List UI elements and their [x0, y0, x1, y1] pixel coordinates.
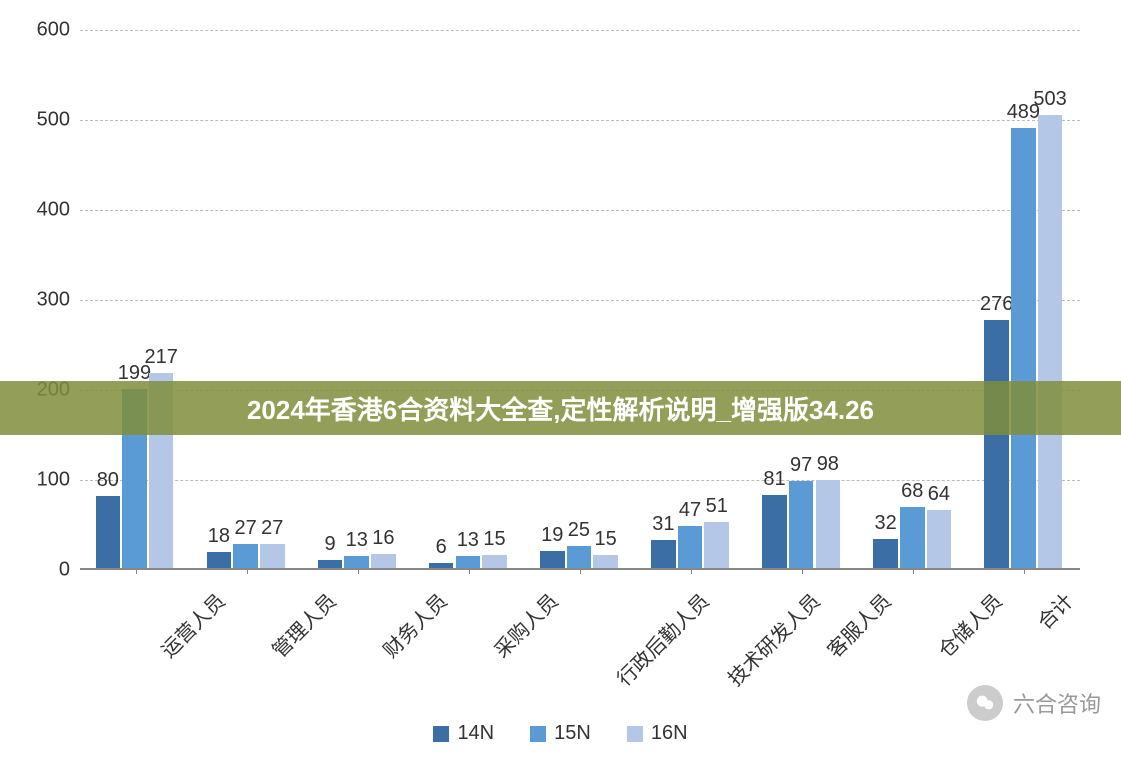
- bar: [927, 510, 952, 568]
- gridline: [80, 120, 1080, 121]
- y-tick-label: 300: [10, 289, 70, 312]
- watermark-text: 六合咨询: [1013, 687, 1101, 719]
- bar-value-label: 16: [372, 527, 394, 550]
- bar: [260, 544, 285, 568]
- x-tick-mark: [469, 568, 470, 574]
- x-tick-mark: [358, 568, 359, 574]
- bar: [593, 555, 618, 569]
- bar-value-label: 9: [324, 533, 335, 556]
- bar-value-label: 15: [594, 528, 616, 551]
- x-category-label: 技术研发人员: [720, 586, 825, 691]
- x-tick-mark: [1024, 568, 1025, 574]
- bar-value-label: 503: [1033, 88, 1066, 111]
- bar: [456, 556, 481, 568]
- bar: [371, 554, 396, 568]
- bar-value-label: 13: [346, 529, 368, 552]
- bar: [96, 496, 121, 568]
- y-tick-label: 500: [10, 109, 70, 132]
- legend-swatch: [627, 726, 643, 742]
- legend-label: 14N: [457, 722, 494, 745]
- bar: [789, 481, 814, 568]
- legend-item: 15N: [530, 722, 591, 745]
- gridline: [80, 210, 1080, 211]
- bar-value-label: 25: [568, 519, 590, 542]
- x-tick-mark: [691, 568, 692, 574]
- bar: [1038, 115, 1063, 568]
- bar: [984, 320, 1009, 568]
- gridline: [80, 30, 1080, 31]
- bar-value-label: 64: [928, 483, 950, 506]
- y-tick-label: 100: [10, 469, 70, 492]
- bar-value-label: 80: [97, 469, 119, 492]
- bar: [651, 540, 676, 568]
- y-tick-label: 600: [10, 19, 70, 42]
- x-tick-mark: [913, 568, 914, 574]
- bar: [1011, 128, 1036, 568]
- bar-value-label: 32: [874, 512, 896, 535]
- x-category-label: 行政后勤人员: [609, 586, 714, 691]
- legend-item: 14N: [433, 722, 494, 745]
- gridline: [80, 300, 1080, 301]
- bar-value-label: 98: [817, 453, 839, 476]
- bar-value-label: 68: [901, 480, 923, 503]
- x-tick-mark: [580, 568, 581, 574]
- plot-area: 010020030040050060080199217运营人员182727管理人…: [80, 30, 1080, 570]
- x-category-label: 管理人员: [264, 586, 341, 663]
- bar-value-label: 47: [679, 499, 701, 522]
- chart-container: 010020030040050060080199217运营人员182727管理人…: [20, 10, 1100, 660]
- legend-label: 15N: [554, 722, 591, 745]
- bar: [873, 539, 898, 568]
- bar-value-label: 19: [541, 524, 563, 547]
- legend-label: 16N: [651, 722, 688, 745]
- bar: [900, 507, 925, 568]
- bar-value-label: 13: [457, 529, 479, 552]
- bar-value-label: 27: [261, 517, 283, 540]
- overlay-text: 2024年香港6合资料大全查,定性解析说明_增强版34.26: [247, 390, 874, 427]
- bar-value-label: 217: [144, 346, 177, 369]
- x-category-label: 合计: [1030, 586, 1079, 635]
- gridline: [80, 480, 1080, 481]
- bar: [233, 544, 258, 568]
- overlay-band: 2024年香港6合资料大全查,定性解析说明_增强版34.26: [0, 381, 1121, 435]
- bar-value-label: 31: [652, 513, 674, 536]
- bar: [567, 546, 592, 569]
- bar: [816, 480, 841, 568]
- bar-value-label: 18: [208, 525, 230, 548]
- bar-value-label: 51: [706, 495, 728, 518]
- legend: 14N 15N 16N: [0, 722, 1121, 745]
- bar-value-label: 27: [234, 517, 256, 540]
- bar: [207, 552, 232, 568]
- x-category-label: 采购人员: [486, 586, 563, 663]
- watermark: 六合咨询: [967, 685, 1101, 721]
- bar: [704, 522, 729, 568]
- x-tick-mark: [136, 568, 137, 574]
- y-tick-label: 400: [10, 199, 70, 222]
- bar: [429, 563, 454, 568]
- x-tick-mark: [247, 568, 248, 574]
- bar-value-label: 81: [763, 468, 785, 491]
- bar-value-label: 15: [483, 528, 505, 551]
- bar: [678, 526, 703, 568]
- bar-value-label: 6: [436, 536, 447, 559]
- x-category-label: 客服人员: [820, 586, 897, 663]
- bar-value-label: 97: [790, 454, 812, 477]
- bar: [344, 556, 369, 568]
- bar-value-label: 276: [980, 293, 1013, 316]
- wechat-icon: [967, 685, 1003, 721]
- legend-swatch: [530, 726, 546, 742]
- legend-item: 16N: [627, 722, 688, 745]
- bar: [762, 495, 787, 568]
- x-category-label: 运营人员: [153, 586, 230, 663]
- bar: [482, 555, 507, 569]
- bar: [318, 560, 343, 568]
- y-tick-label: 0: [10, 559, 70, 582]
- legend-swatch: [433, 726, 449, 742]
- bar: [540, 551, 565, 568]
- x-tick-mark: [802, 568, 803, 574]
- x-category-label: 仓储人员: [931, 586, 1008, 663]
- x-category-label: 财务人员: [375, 586, 452, 663]
